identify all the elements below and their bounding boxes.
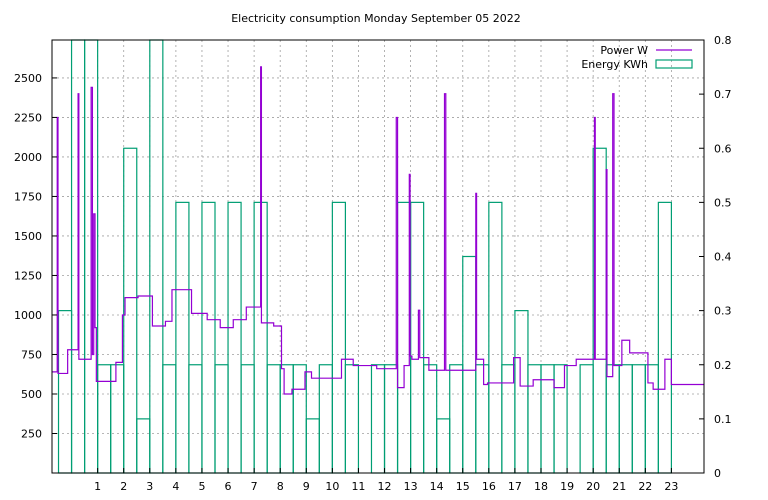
energy-bar xyxy=(57,310,73,474)
x-tick-label: 14 xyxy=(430,480,444,493)
energy-bar xyxy=(631,364,646,474)
x-tick-label: 11 xyxy=(351,480,365,493)
energy-bar xyxy=(123,147,138,474)
energy-bar xyxy=(501,364,516,474)
y-left-tick-label: 1250 xyxy=(14,269,42,282)
energy-bar xyxy=(657,201,672,474)
energy-bar xyxy=(410,201,425,474)
energy-bar xyxy=(540,364,555,474)
energy-bar xyxy=(514,310,529,474)
x-tick-label: 23 xyxy=(664,480,678,493)
x-tick-label: 7 xyxy=(251,480,258,493)
x-tick-label: 21 xyxy=(612,480,626,493)
energy-bar xyxy=(618,364,633,474)
energy-bar xyxy=(149,39,164,474)
x-tick-label: 8 xyxy=(277,480,284,493)
y-right-tick-label: 0.4 xyxy=(714,251,732,264)
energy-bar xyxy=(488,201,503,474)
energy-bar xyxy=(201,201,216,474)
x-tick-label: 13 xyxy=(404,480,418,493)
y-left-tick-label: 1500 xyxy=(14,230,42,243)
x-tick-label: 5 xyxy=(198,480,205,493)
energy-bar xyxy=(462,255,477,474)
axis-ticks: 1 2 3 4 5 6 7 8 9 10 11 12 13 14 15 16 17 18 19 20 21 22 23250… xyxy=(14,34,732,493)
energy-bar xyxy=(266,364,281,474)
y-left-tick-label: 2000 xyxy=(14,151,42,164)
y-right-tick-label: 0.3 xyxy=(714,305,732,318)
y-right-tick-label: 0.7 xyxy=(714,88,732,101)
energy-bar xyxy=(527,364,542,474)
y-left-tick-label: 1000 xyxy=(14,309,42,322)
x-tick-label: 20 xyxy=(586,480,600,493)
x-tick-label: 2 xyxy=(120,480,127,493)
energy-bar xyxy=(214,364,229,474)
y-left-tick-label: 500 xyxy=(21,388,42,401)
energy-bar xyxy=(279,364,294,474)
energy-bar xyxy=(227,201,242,474)
energy-bar xyxy=(175,201,190,474)
x-tick-label: 18 xyxy=(534,480,548,493)
energy-bar xyxy=(396,201,412,474)
energy-bar xyxy=(436,418,451,474)
energy-bar xyxy=(188,364,203,474)
y-left-tick-label: 1750 xyxy=(14,190,42,203)
legend-energy-label: Energy KWh xyxy=(581,58,648,71)
energy-bar xyxy=(449,364,464,474)
y-left-tick-label: 250 xyxy=(21,427,42,440)
legend-power-label: Power W xyxy=(600,44,648,57)
energy-bar xyxy=(605,364,620,474)
x-tick-label: 9 xyxy=(303,480,310,493)
x-tick-label: 10 xyxy=(325,480,339,493)
y-right-tick-label: 0.6 xyxy=(714,142,732,155)
legend: Power W Energy KWh xyxy=(581,44,693,71)
energy-bar xyxy=(553,364,568,474)
x-tick-label: 19 xyxy=(560,480,574,493)
energy-bar xyxy=(240,364,255,474)
y-right-tick-label: 0 xyxy=(714,467,721,480)
energy-bar xyxy=(370,364,386,474)
x-tick-label: 16 xyxy=(482,480,496,493)
energy-bar xyxy=(383,364,399,474)
energy-series xyxy=(57,39,672,474)
y-left-tick-label: 750 xyxy=(21,348,42,361)
x-tick-label: 15 xyxy=(456,480,470,493)
energy-bar xyxy=(423,364,438,474)
x-tick-label: 12 xyxy=(378,480,392,493)
x-tick-label: 1 xyxy=(94,480,101,493)
y-right-tick-label: 0.2 xyxy=(714,359,732,372)
energy-bar xyxy=(305,418,320,474)
chart-title: Electricity consumption Monday September… xyxy=(231,12,521,25)
power-series xyxy=(52,66,704,395)
energy-bar xyxy=(292,364,307,474)
energy-bar xyxy=(318,364,333,474)
energy-bar xyxy=(644,364,659,474)
energy-bar xyxy=(344,364,360,474)
y-left-tick-label: 2500 xyxy=(14,72,42,85)
power-line xyxy=(52,66,704,395)
y-right-tick-label: 0.5 xyxy=(714,196,732,209)
legend-energy-swatch xyxy=(655,59,693,69)
y-left-tick-label: 2250 xyxy=(14,111,42,124)
x-tick-label: 4 xyxy=(172,480,179,493)
energy-bar xyxy=(136,418,151,474)
x-tick-label: 17 xyxy=(508,480,522,493)
x-tick-label: 22 xyxy=(638,480,652,493)
y-right-tick-label: 0.8 xyxy=(714,34,732,47)
energy-bar xyxy=(162,364,177,474)
energy-bar xyxy=(475,364,490,474)
energy-bar xyxy=(331,201,346,474)
y-right-tick-label: 0.1 xyxy=(714,413,732,426)
x-tick-label: 6 xyxy=(225,480,232,493)
x-tick-label: 3 xyxy=(146,480,153,493)
energy-bar xyxy=(579,364,594,474)
